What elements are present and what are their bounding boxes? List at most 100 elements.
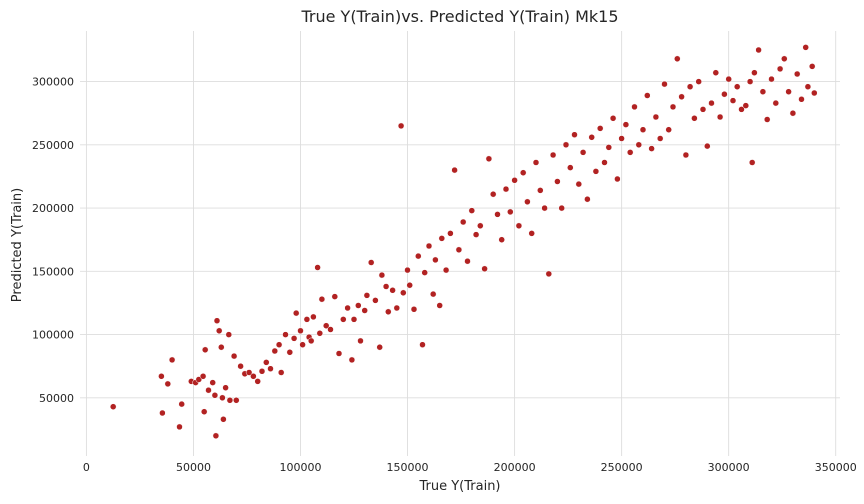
scatter-point [250,373,257,380]
scatter-point [314,264,321,271]
x-tick-label: 100000 [280,461,322,474]
scatter-point [575,180,583,188]
x-tick-label: 350000 [815,461,857,474]
scatter-point [436,302,443,309]
scatter-point [200,408,208,415]
scatter-point [258,368,266,375]
y-tick-label: 50000 [39,392,74,405]
scatter-point [489,190,497,198]
scatter-point [802,44,809,51]
scatter-point [297,327,304,335]
x-tick-label: 50000 [176,461,211,474]
scatter-point [442,266,450,274]
scatter-point [432,256,439,264]
scatter-point [307,337,315,345]
scatter-point [226,397,234,404]
scatter-point [472,231,480,238]
scatter-point [159,409,166,417]
scatter-point [746,78,754,85]
scatter-point [355,302,362,309]
scatter-point [776,65,784,73]
scatter-point [468,207,476,214]
scatter-point [748,159,756,166]
scatter-point [447,230,454,237]
scatter-point [502,185,510,193]
scatter-point [451,166,458,174]
scatter-point [429,290,437,298]
scatter-point [233,397,240,404]
x-tick-label: 150000 [387,461,429,474]
scatter-point [699,106,707,113]
scatter-point [708,99,715,107]
scatter-point [410,306,418,313]
scatter-point [618,135,625,142]
scatter-point [759,88,767,95]
scatter-point [372,297,379,304]
scatter-point [601,159,608,166]
scatter-point [519,169,527,176]
scatter-point [669,103,677,111]
scatter-point [335,350,343,357]
scatter-point [793,70,801,78]
scatter-point [511,177,518,184]
scatter-point [267,365,274,372]
scatter-point [485,155,493,163]
scatter-point [686,83,694,90]
scatter-point [164,380,172,388]
scatter-point [695,78,702,85]
scatter-point [425,242,433,250]
scatter-point [596,125,604,132]
scatter-point [729,97,737,104]
scatter-point [176,423,183,431]
scatter-point [721,90,728,98]
y-tick-labels: 50000 100000 150000 200000 250000 300000 [32,76,74,405]
scatter-point [286,349,294,356]
scatter-point [588,134,595,141]
scatter-point [225,331,233,338]
x-tick-label: 250000 [601,461,643,474]
scatter-point [789,109,797,117]
scatter-point [477,222,484,230]
scatter-point [363,292,371,299]
scatter-point [459,218,467,226]
chart-title: True Y(Train)vs. Predicted Y(Train) Mk15 [300,7,618,26]
scatter-point [415,252,422,260]
scatter-point [528,230,535,237]
scatter-point [558,204,565,212]
scatter-point [571,131,578,138]
grid [80,31,840,456]
scatter-point [404,266,411,274]
scatter-point [222,384,229,391]
y-tick-label: 150000 [32,265,74,278]
scatter-point [211,392,219,399]
scatter-point [635,141,643,149]
scatter-point [626,149,634,156]
scatter-point [212,432,220,440]
scatter-point [220,416,227,423]
y-tick-label: 300000 [32,76,74,89]
scatter-point [455,246,463,254]
scatter-point [400,289,407,297]
scatter-point [785,88,792,95]
scatter-point [781,55,788,63]
scatter-point [567,164,574,171]
scatter-point [230,352,238,360]
scatter-point [245,369,253,376]
x-axis-label: True Y(Train) [418,479,500,494]
scatter-point [631,103,638,111]
scatter-point [109,403,117,410]
scatter-point [201,346,209,354]
y-axis-label: Predicted Y(Train) [10,188,25,302]
y-tick-label: 200000 [32,202,74,215]
scatter-point [541,204,548,212]
scatter-point [772,99,780,107]
x-tick-label: 200000 [494,461,536,474]
scatter-point [691,115,698,122]
scatter-point [755,46,762,54]
data-points [109,44,818,440]
scatter-point [376,343,383,351]
scatter-point [648,145,655,152]
scatter-point [357,337,364,345]
x-tick-label: 0 [83,461,90,474]
y-tick-label: 100000 [32,329,74,342]
